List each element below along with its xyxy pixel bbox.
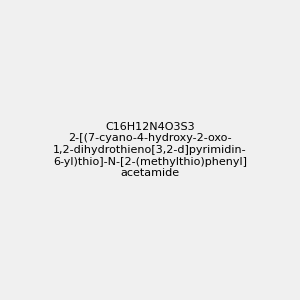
Text: C16H12N4O3S3
2-[(7-cyano-4-hydroxy-2-oxo-
1,2-dihydrothieno[3,2-d]pyrimidin-
6-y: C16H12N4O3S3 2-[(7-cyano-4-hydroxy-2-oxo… bbox=[53, 122, 247, 178]
